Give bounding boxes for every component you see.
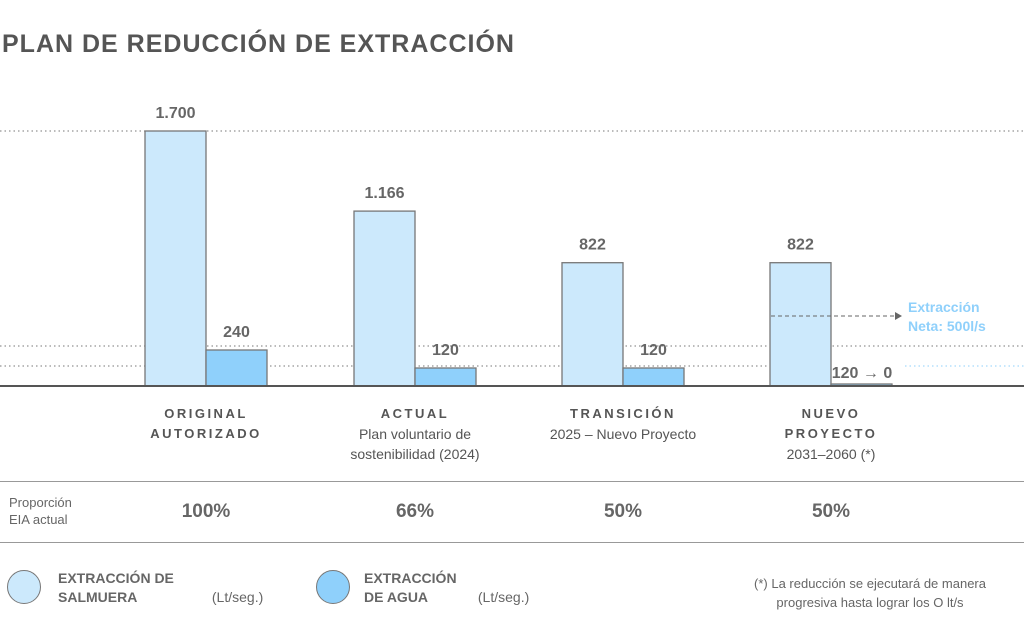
legend-salmuera: EXTRACCIÓN DE SALMUERA (Lt/seg.) <box>58 569 263 607</box>
legend-salmuera-unit: (Lt/seg.) <box>211 589 264 605</box>
legend-agua-name: EXTRACCIÓN DE AGUA <box>364 570 457 605</box>
category-title: TRANSICIÓN <box>570 406 676 421</box>
category-label: ORIGINAL AUTORIZADO <box>106 404 306 444</box>
divider <box>0 542 1024 543</box>
category-subtitle: Plan voluntario de sostenibilidad (2024) <box>350 426 480 462</box>
data-label: 120 <box>432 342 459 359</box>
proportion-value: 50% <box>811 501 851 522</box>
data-label: 1.166 <box>364 185 404 202</box>
data-label: 120 → 0 <box>832 365 893 382</box>
arrow-head-icon <box>895 312 902 320</box>
legend-agua-swatch <box>316 570 350 604</box>
data-label: 822 <box>787 237 814 254</box>
data-label: 240 <box>223 324 250 341</box>
category-label: ACTUAL Plan voluntario de sostenibilidad … <box>315 404 515 464</box>
divider <box>0 481 1024 482</box>
bar-salmuera <box>353 210 416 387</box>
proportion-value: 50% <box>603 501 643 522</box>
category-subtitle: 2031–2060 (*) <box>786 446 876 462</box>
data-label: 120 <box>640 342 667 359</box>
bar-agua <box>205 349 268 387</box>
data-label: 1.700 <box>155 105 195 122</box>
proportion-value: 100% <box>181 501 231 522</box>
bar-salmuera <box>144 130 207 387</box>
category-subtitle: 2025 – Nuevo Proyecto <box>549 426 697 442</box>
legend-salmuera-swatch <box>7 570 41 604</box>
category-title: NUEVO PROYECTO <box>784 406 878 441</box>
annotation: Extracción Neta: 500l/s <box>908 299 986 334</box>
bar-chart: 1.700 1.166 822 822 240 120 120 120 → 0 Extracci… <box>0 105 1024 387</box>
bar-salmuera <box>561 262 624 387</box>
proportion-value: 66% <box>395 501 435 522</box>
bar-agua <box>414 367 477 387</box>
chart-title: PLAN DE REDUCCIÓN DE EXTRACCIÓN <box>2 30 515 58</box>
legend-agua-unit: (Lt/seg.) <box>477 589 530 605</box>
data-label: 822 <box>579 237 606 254</box>
footnote: (*) La reducción se ejecutará de manera … <box>754 576 986 610</box>
category-title: ORIGINAL AUTORIZADO <box>150 406 262 441</box>
bar-salmuera <box>769 262 832 387</box>
category-label: TRANSICIÓN 2025 – Nuevo Proyecto <box>523 404 723 444</box>
bar-agua <box>622 367 685 387</box>
category-title: ACTUAL <box>380 406 450 421</box>
legend-salmuera-name: EXTRACCIÓN DE SALMUERA <box>58 570 174 605</box>
legend-agua: EXTRACCIÓN DE AGUA (Lt/seg.) <box>364 569 529 607</box>
category-label: NUEVO PROYECTO 2031–2060 (*) <box>731 404 931 464</box>
proportion-label: Proporción EIA actual <box>9 495 72 527</box>
